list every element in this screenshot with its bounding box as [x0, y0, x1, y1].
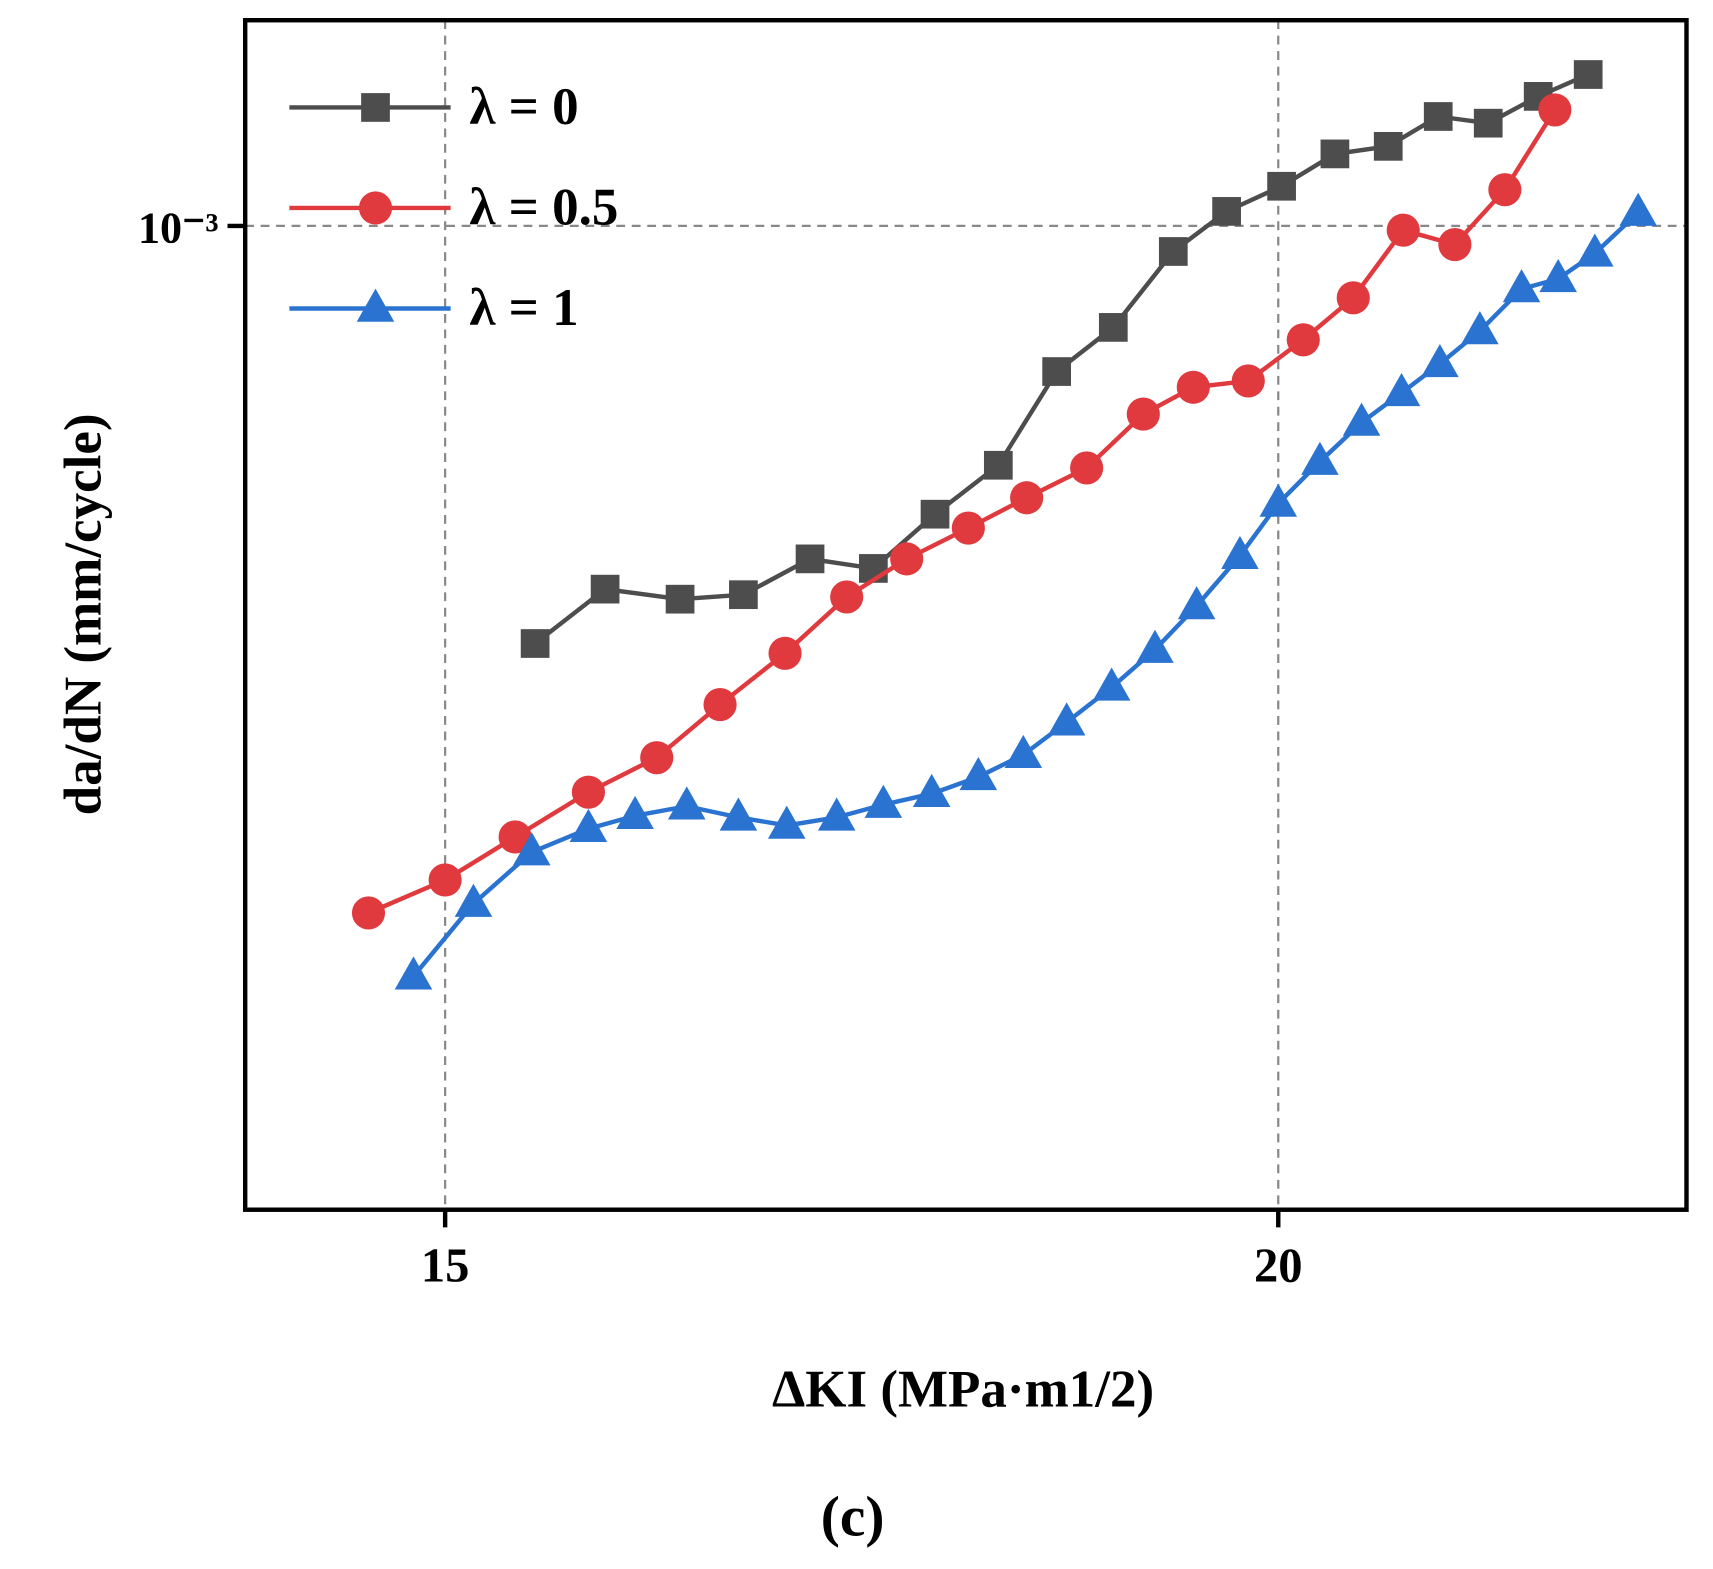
marker [1301, 441, 1339, 475]
marker [1538, 93, 1572, 127]
marker [667, 786, 706, 820]
marker [951, 511, 985, 545]
marker [571, 775, 606, 809]
marker [665, 584, 695, 614]
marker [1267, 171, 1296, 201]
marker [920, 499, 950, 529]
marker [640, 741, 674, 775]
marker [1539, 258, 1577, 293]
marker [1386, 213, 1420, 247]
marker [1098, 313, 1128, 342]
marker [351, 896, 386, 930]
y-tick-label: 10⁻³ [138, 204, 219, 253]
marker [1212, 197, 1241, 226]
marker [890, 542, 924, 576]
marker [864, 784, 903, 818]
marker [569, 808, 608, 842]
marker [959, 757, 998, 791]
marker [616, 795, 654, 830]
marker [590, 574, 620, 604]
marker [361, 93, 390, 122]
subfigure-label: (c) [821, 1485, 885, 1548]
marker [1286, 323, 1320, 357]
marker [356, 288, 395, 322]
x-tick-label: 20 [1254, 1239, 1303, 1293]
marker [1047, 702, 1086, 736]
legend-label: λ = 0.5 [469, 179, 618, 237]
marker [1473, 108, 1503, 138]
legend-label: λ = 1 [469, 279, 578, 337]
marker [1177, 586, 1216, 620]
marker [1619, 192, 1657, 226]
marker [520, 629, 550, 658]
marker [1320, 139, 1350, 169]
marker [1421, 343, 1459, 378]
marker [1461, 311, 1499, 345]
marker [1259, 483, 1298, 517]
marker [1158, 237, 1188, 266]
marker [1438, 227, 1472, 262]
marker [1042, 357, 1072, 386]
x-axis-title: ΔKI (MPa·m1/2) [772, 1360, 1154, 1418]
marker [983, 450, 1013, 480]
marker [1231, 364, 1265, 398]
marker [1342, 402, 1381, 436]
plot-frame [242, 18, 1689, 1212]
marker [1423, 102, 1453, 131]
marker [1573, 60, 1603, 89]
marker [1336, 281, 1370, 315]
marker [428, 863, 462, 897]
x-tick-label: 15 [421, 1239, 470, 1293]
marker [817, 797, 856, 831]
marker [1004, 734, 1043, 768]
marker [768, 636, 802, 670]
marker [1070, 451, 1104, 485]
legend-label: λ = 0 [469, 78, 578, 136]
marker [729, 580, 758, 610]
marker [513, 832, 551, 866]
marker [1576, 233, 1614, 267]
marker [912, 773, 951, 807]
marker [498, 820, 532, 854]
marker [1010, 481, 1044, 515]
y-axis-title: da/dN (mm/cycle) [55, 414, 113, 816]
marker [1382, 372, 1421, 407]
marker [1373, 131, 1403, 161]
marker [1488, 173, 1522, 207]
marker [358, 191, 393, 225]
marker [1126, 397, 1160, 431]
marker [1136, 629, 1174, 663]
marker [767, 805, 806, 839]
marker [795, 544, 825, 574]
marker [1502, 269, 1541, 303]
marker [454, 883, 493, 917]
marker [394, 956, 433, 990]
marker [1221, 535, 1259, 569]
marker [719, 797, 758, 831]
marker [703, 688, 737, 722]
marker [830, 580, 864, 614]
marker [1092, 667, 1131, 701]
marker [1176, 370, 1210, 404]
series-line [411, 210, 1640, 978]
